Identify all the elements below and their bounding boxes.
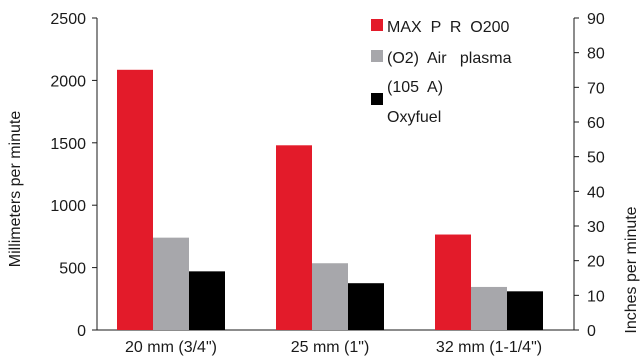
y-tick-label: 0 <box>77 323 86 340</box>
y-tick-label-right: 0 <box>587 323 596 340</box>
y-tick-label-right: 50 <box>587 150 605 167</box>
x-tick-label: 20 mm (3/4") <box>125 339 217 356</box>
y-tick-label: 2500 <box>50 11 86 28</box>
y-axis-title: Millimeters per minute <box>7 111 24 268</box>
y-tick-label: 500 <box>59 261 86 278</box>
bar-oxyfuel <box>507 291 543 330</box>
legend-label-max-pro200: MAX P R O200 <box>387 19 510 36</box>
legend-label-air-plasma: (O2) Air plasma <box>387 50 512 67</box>
y-tick-label-right: 20 <box>587 254 605 271</box>
y-tick-label-right: 60 <box>587 115 605 132</box>
legend-swatch-oxyfuel <box>371 93 383 105</box>
legend-swatch-air-plasma <box>371 50 383 62</box>
bar-air-plasma <box>312 263 348 330</box>
x-tick-label: 32 mm (1-1/4") <box>436 339 542 356</box>
y-tick-label-right: 80 <box>587 46 605 63</box>
y-tick-label: 2000 <box>50 73 86 90</box>
y-axis-title-right: Inches per minute <box>623 206 640 333</box>
legend: MAX P R O200 (O2) Air plasma (105 A) Oxy… <box>371 19 512 126</box>
right-y-ticks: 0 10 20 30 40 50 60 70 80 90 <box>574 11 605 340</box>
y-tick-label-right: 70 <box>587 80 605 97</box>
bar-air-plasma <box>153 237 189 330</box>
bar-max-pro200 <box>117 69 153 331</box>
bar-oxyfuel <box>348 283 384 330</box>
y-tick-label-right: 10 <box>587 288 605 305</box>
bar-max-pro200 <box>435 234 471 330</box>
y-tick-label: 1500 <box>50 136 86 153</box>
legend-label-105a: (105 A) <box>387 79 443 96</box>
left-y-ticks: 0 500 1000 1500 2000 2500 <box>50 11 97 340</box>
bars-group <box>117 69 543 331</box>
y-tick-label-right: 90 <box>587 11 605 28</box>
y-tick-label-right: 40 <box>587 184 605 201</box>
legend-label-oxyfuel: Oxyfuel <box>387 109 441 126</box>
bar-oxyfuel <box>189 271 225 330</box>
x-tick-label: 25 mm (1") <box>291 339 370 356</box>
legend-swatch-max-pro200 <box>371 19 383 31</box>
y-tick-label: 1000 <box>50 198 86 215</box>
y-tick-label-right: 30 <box>587 219 605 236</box>
bar-air-plasma <box>471 286 507 330</box>
bar-max-pro200 <box>276 145 312 330</box>
x-tick-labels: 20 mm (3/4") 25 mm (1") 32 mm (1-1/4") <box>125 339 542 356</box>
